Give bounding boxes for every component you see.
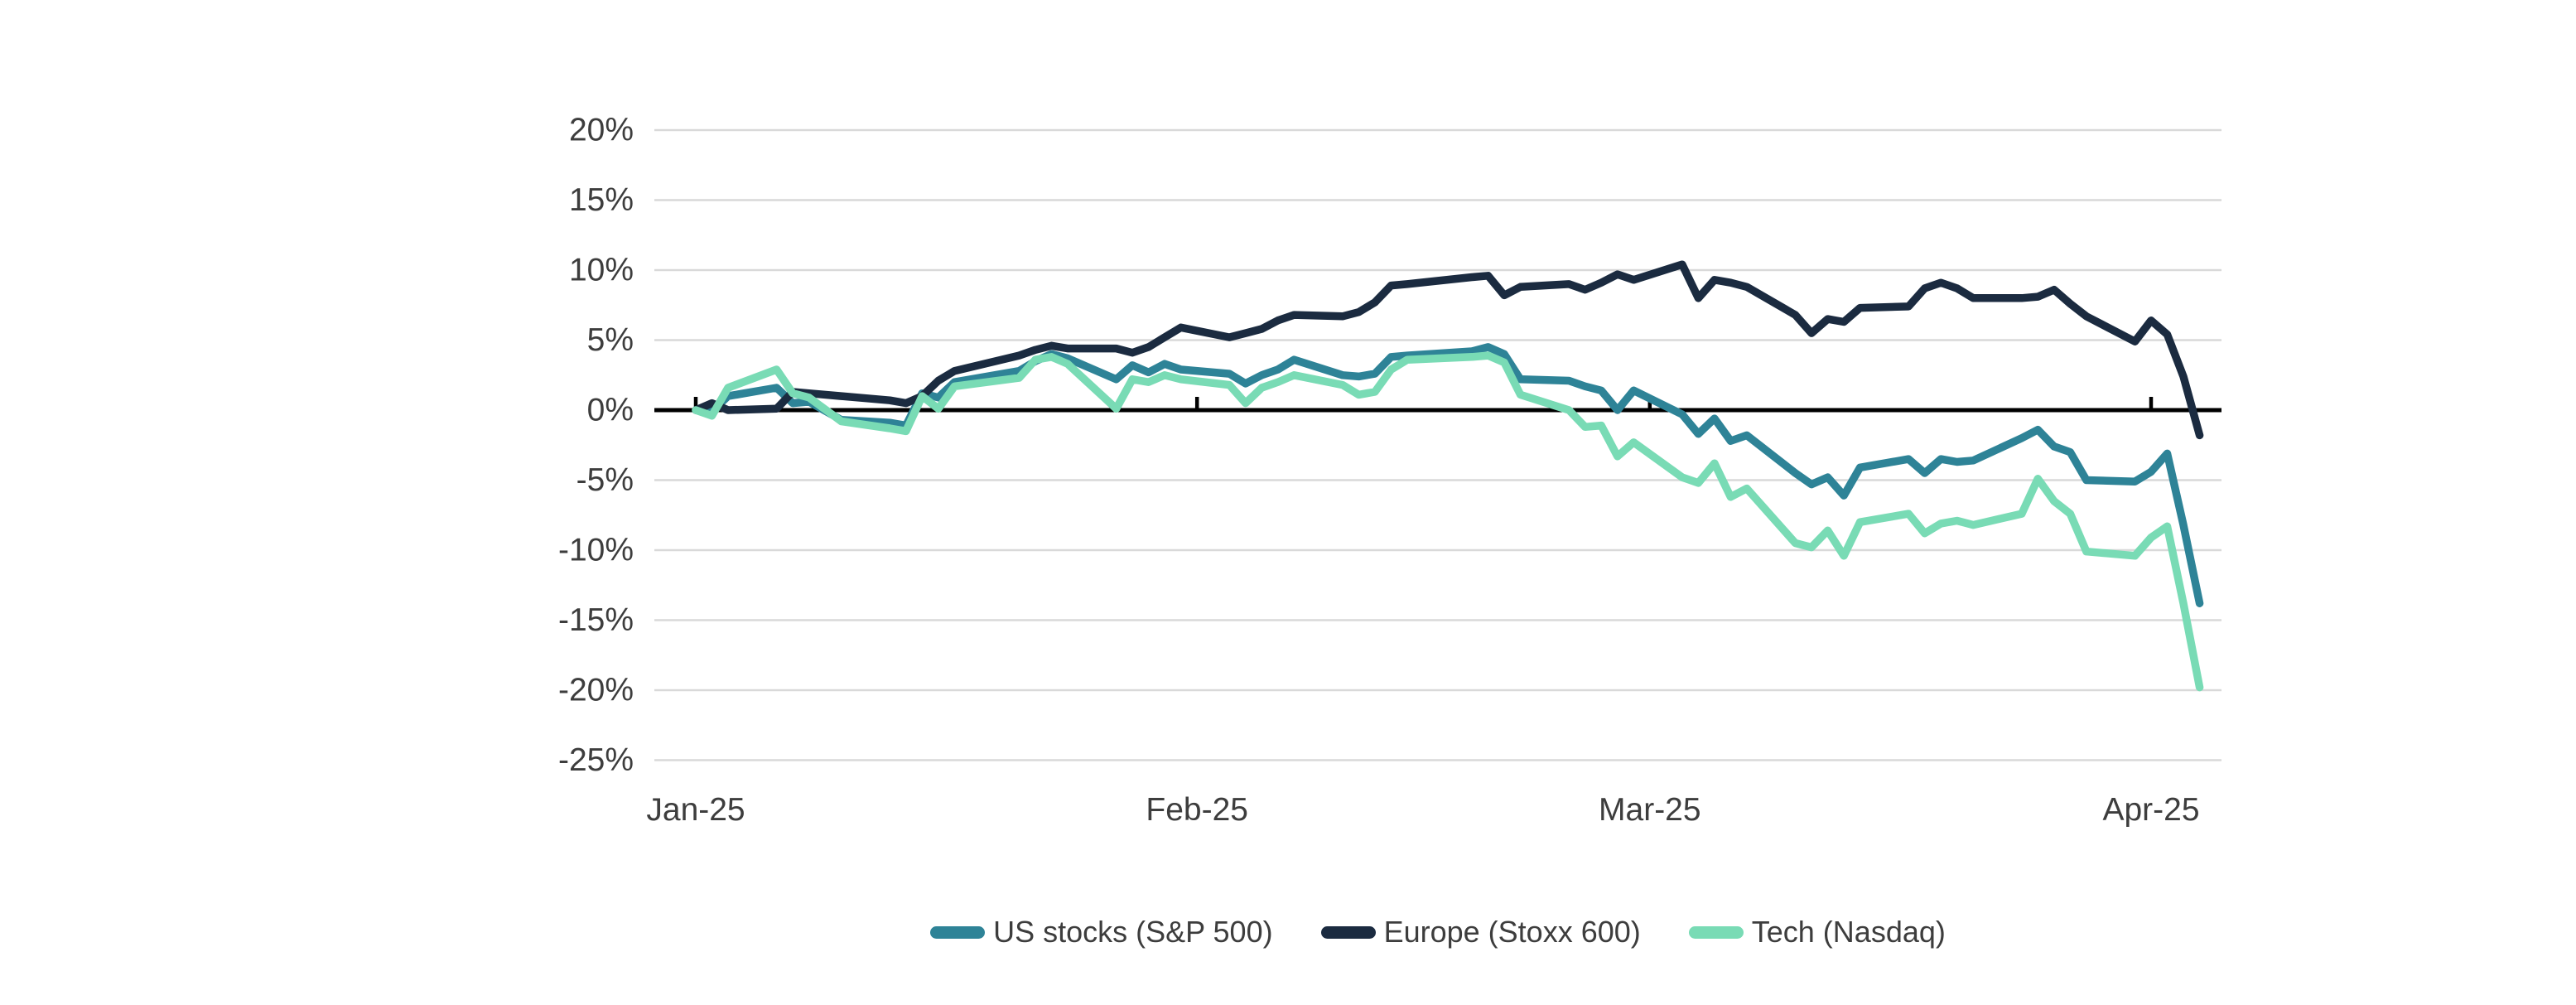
- y-axis-label-0%: 0%: [587, 393, 634, 428]
- y-axis-label--5%: -5%: [576, 462, 634, 498]
- x-tick-Mar-25: [1647, 397, 1652, 410]
- y-axis-label--25%: -25%: [558, 742, 634, 778]
- y-axis-label--15%: -15%: [558, 602, 634, 638]
- chart-legend: US stocks (S&P 500) Europe (Stoxx 600) T…: [654, 915, 2221, 949]
- series-line-europe-stoxx-600: [692, 260, 2204, 440]
- legend-swatch-us-stocks-icon: [930, 925, 986, 939]
- x-axis-label-Jan-25: Jan-25: [646, 792, 745, 828]
- series-line-us-stocks-s-p-500: [692, 343, 2204, 607]
- y-axis-label-10%: 10%: [569, 253, 634, 288]
- y-axis-label-15%: 15%: [569, 182, 634, 218]
- legend-label-us-stocks: US stocks (S&P 500): [993, 915, 1273, 949]
- y-axis-label-5%: 5%: [587, 322, 634, 358]
- y-axis-label-20%: 20%: [569, 113, 634, 148]
- series-line-tech-nasdaq: [692, 351, 2204, 692]
- legend-item-europe: Europe (Stoxx 600): [1320, 915, 1641, 949]
- legend-label-europe: Europe (Stoxx 600): [1383, 915, 1641, 949]
- x-tick-Feb-25: [1194, 397, 1199, 410]
- x-tick-Jan-25: [693, 397, 698, 410]
- legend-swatch-europe-icon: [1320, 925, 1376, 939]
- legend-item-us-stocks: US stocks (S&P 500): [930, 915, 1273, 949]
- legend-label-tech: Tech (Nasdaq): [1751, 915, 1946, 949]
- x-axis-label-Feb-25: Feb-25: [1146, 792, 1248, 828]
- y-axis-label--10%: -10%: [558, 533, 634, 568]
- x-axis-label-Mar-25: Mar-25: [1599, 792, 1701, 828]
- legend-swatch-tech-icon: [1688, 925, 1744, 939]
- y-axis-label--20%: -20%: [558, 673, 634, 708]
- x-axis-label-Apr-25: Apr-25: [2102, 792, 2199, 828]
- legend-item-tech: Tech (Nasdaq): [1688, 915, 1946, 949]
- x-tick-Apr-25: [2149, 397, 2154, 410]
